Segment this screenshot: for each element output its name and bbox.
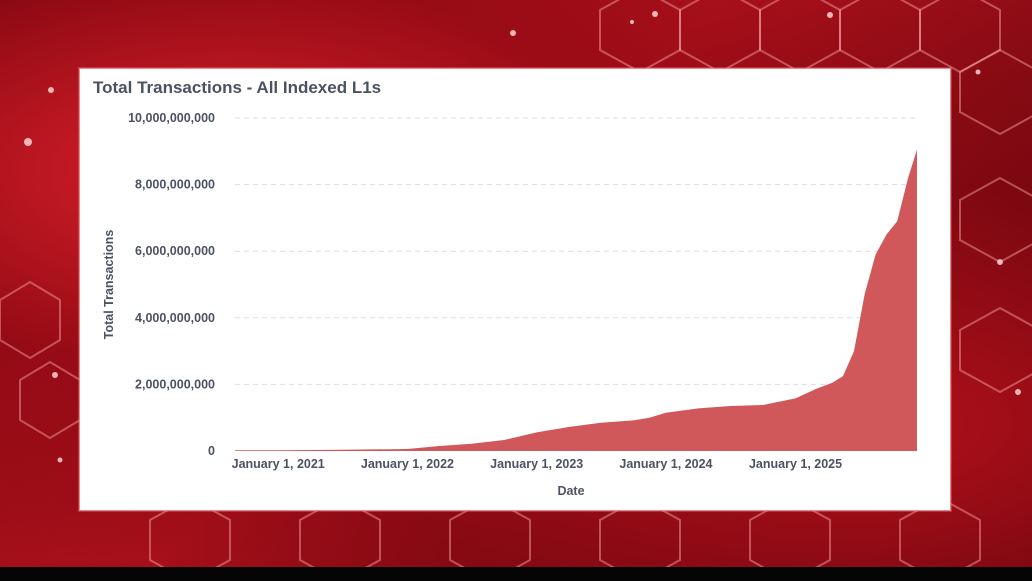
y-tick-label: 2,000,000,000	[135, 377, 215, 391]
y-tick-label: 0	[208, 444, 215, 458]
y-axis-ticks: 0 2,000,000,000 4,000,000,000 6,000,000,000…	[128, 111, 215, 458]
chart-title: Total Transactions - All Indexed L1s	[93, 78, 382, 97]
area-chart: 0 2,000,000,000 4,000,000,000 6,000,000,000…	[102, 111, 917, 498]
gridlines	[235, 117, 917, 385]
x-tick-label: January 1, 2025	[749, 457, 842, 471]
y-tick-label: 6,000,000,000	[135, 244, 215, 258]
y-tick-label: 10,000,000,000	[128, 111, 215, 125]
y-tick-label: 4,000,000,000	[135, 311, 215, 325]
total-transactions-area	[235, 149, 917, 451]
y-axis-title: Total Transactions	[102, 230, 116, 340]
x-tick-label: January 1, 2021	[232, 457, 325, 471]
x-tick-label: January 1, 2023	[490, 457, 583, 471]
bottom-black-bar	[0, 567, 1032, 581]
x-axis-ticks: January 1, 2021 January 1, 2022 January 1,…	[232, 457, 843, 471]
x-axis-title: Date	[557, 484, 584, 498]
x-tick-label: January 1, 2022	[361, 457, 454, 471]
chart-card: Total Transactions - All Indexed L1s 0 2,…	[79, 68, 951, 511]
y-tick-label: 8,000,000,000	[135, 178, 215, 192]
x-tick-label: January 1, 2024	[619, 457, 712, 471]
